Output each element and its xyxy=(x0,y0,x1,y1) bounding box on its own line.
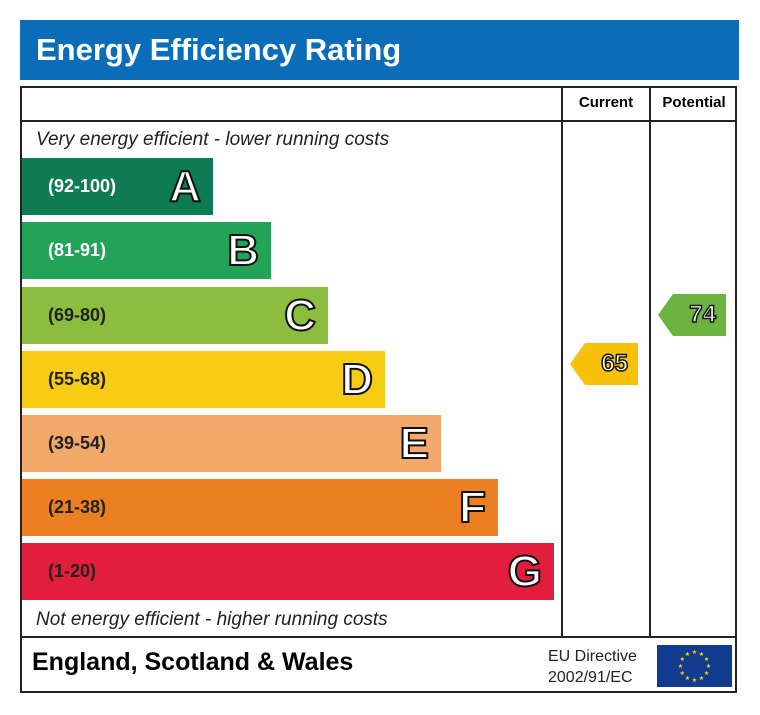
divider xyxy=(561,86,563,637)
potential-rating-value: 74 xyxy=(689,300,717,329)
star-icon: ★ xyxy=(685,675,690,682)
divider xyxy=(649,86,651,637)
region-label: England, Scotland & Wales xyxy=(32,648,354,676)
band-letter: A xyxy=(168,161,202,212)
band-bar-b: (81-91) B xyxy=(22,222,271,279)
divider xyxy=(20,636,737,638)
band-letter: G xyxy=(507,546,543,597)
band-range: (81-91) xyxy=(48,240,107,260)
band-letter: F xyxy=(458,482,487,533)
chart-frame xyxy=(20,86,737,693)
star-icon: ★ xyxy=(704,670,709,677)
band-letter: D xyxy=(340,354,374,405)
band-bar-a: (92-100) A xyxy=(22,158,213,215)
current-rating-value: 65 xyxy=(601,349,629,378)
eu-directive: EU Directive 2002/91/EC xyxy=(548,646,637,688)
band-range: (39-54) xyxy=(48,433,107,453)
band-range: (21-38) xyxy=(48,497,107,517)
star-icon: ★ xyxy=(685,651,690,658)
band-bar-f: (21-38) F xyxy=(22,479,498,536)
star-icon: ★ xyxy=(680,670,685,677)
band-range: (1-20) xyxy=(48,561,97,581)
star-icon: ★ xyxy=(692,649,697,656)
band-letter: B xyxy=(226,225,260,276)
star-icon: ★ xyxy=(699,651,704,658)
directive-line1: EU Directive xyxy=(548,648,637,665)
star-icon: ★ xyxy=(706,663,711,670)
band-bar-d: (55-68) D xyxy=(22,351,385,408)
current-rating-arrow: 65 xyxy=(570,343,638,385)
band-range: (69-80) xyxy=(48,305,107,325)
band-letter: E xyxy=(399,418,430,469)
band-bar-e: (39-54) E xyxy=(22,415,441,472)
star-icon: ★ xyxy=(680,656,685,663)
star-icon: ★ xyxy=(692,677,697,684)
potential-rating-arrow: 74 xyxy=(658,294,726,336)
star-icon: ★ xyxy=(699,675,704,682)
star-icon: ★ xyxy=(678,663,683,670)
band-letter: C xyxy=(283,290,317,341)
top-note: Very energy efficient - lower running co… xyxy=(36,129,390,150)
directive-line2: 2002/91/EC xyxy=(548,669,633,686)
band-bar-g: (1-20) G xyxy=(22,543,554,600)
bottom-note: Not energy efficient - higher running co… xyxy=(36,609,388,630)
divider xyxy=(20,120,737,122)
potential-column-header: Potential xyxy=(662,94,726,111)
current-column-header: Current xyxy=(578,94,634,111)
band-range: (55-68) xyxy=(48,369,107,389)
page-title: Energy Efficiency Rating xyxy=(20,20,739,80)
band-range: (92-100) xyxy=(48,176,117,196)
band-bar-c: (69-80) C xyxy=(22,287,328,344)
star-icon: ★ xyxy=(704,656,709,663)
eu-flag-icon: ★★★★★★★★★ ★ ★★ xyxy=(657,645,732,687)
